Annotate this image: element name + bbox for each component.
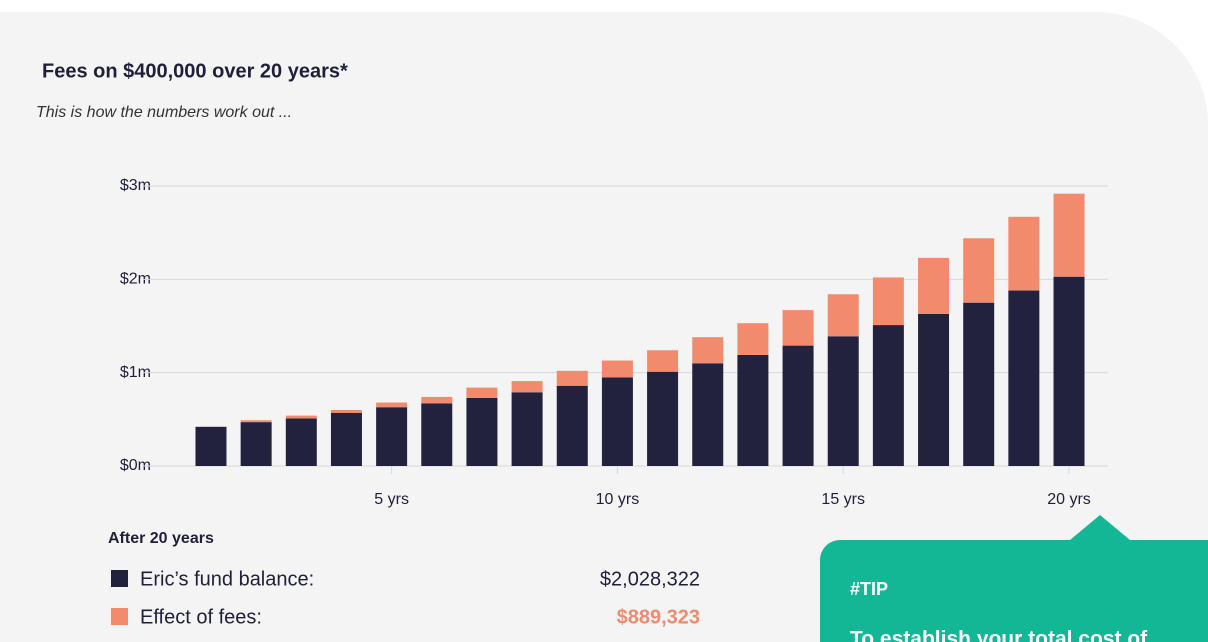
x-tick-label: 10 yrs	[596, 491, 640, 508]
bar-segment	[601, 360, 633, 378]
bar-segment	[1008, 216, 1040, 291]
x-tick-label: 20 yrs	[1047, 491, 1091, 508]
y-tick-label: $1m	[120, 364, 151, 381]
tip-text: To establish your total cost of	[850, 628, 1148, 642]
bar-segment	[285, 418, 317, 466]
summary-heading: After 20 years	[108, 530, 214, 547]
y-tick-label: $0m	[120, 457, 151, 474]
bar-segment	[240, 420, 272, 423]
bar-segment	[737, 323, 769, 355]
bar-segment	[918, 257, 950, 314]
bar-segment	[195, 426, 227, 466]
bar-segment	[556, 385, 588, 466]
bar-segment	[285, 415, 317, 419]
bar-segment	[240, 422, 272, 466]
bar-segment	[421, 403, 453, 466]
bar-segment	[782, 310, 814, 346]
bar-segment	[872, 277, 904, 326]
bar-segment	[827, 294, 859, 337]
bar-segment	[511, 392, 543, 466]
summary-value: $2,028,322	[600, 568, 700, 590]
bar-segment	[330, 412, 362, 466]
y-tick-label: $2m	[120, 271, 151, 288]
bar-segment	[556, 370, 588, 386]
bar-segment	[511, 381, 543, 393]
tip-heading: #TIP	[850, 579, 888, 599]
bar-segment	[1008, 290, 1040, 466]
bar-segment	[647, 350, 679, 372]
bar-segment	[692, 337, 724, 364]
legend-swatch	[111, 608, 128, 625]
bar-segment	[376, 407, 408, 466]
bar-segment	[466, 387, 498, 398]
bar-segment	[330, 410, 362, 413]
bar-segment	[963, 238, 995, 303]
chart-subtitle: This is how the numbers work out ...	[36, 104, 292, 121]
legend-swatch	[111, 570, 128, 587]
x-tick-label: 15 yrs	[821, 491, 865, 508]
chart: $0m $1m $2m $3m 5 yrs 10 yrs 15 yrs 20 yrs	[120, 177, 1108, 508]
y-tick-label: $3m	[120, 177, 151, 194]
bar-segment	[692, 363, 724, 466]
bar-segment	[421, 396, 453, 404]
bar-segment	[963, 302, 995, 466]
bar-segment	[376, 402, 408, 408]
legend-label: Eric’s fund balance:	[140, 568, 314, 590]
bar-segment	[872, 325, 904, 466]
bar-segment	[466, 397, 498, 466]
bar-segment	[1053, 193, 1085, 277]
bar-segment	[601, 377, 633, 466]
bar-segment	[647, 371, 679, 466]
legend-label: Effect of fees:	[140, 606, 262, 628]
summary-value: $889,323	[617, 606, 700, 628]
bar-segment	[782, 345, 814, 466]
tip-box	[820, 515, 1208, 642]
x-tick-label: 5 yrs	[374, 491, 409, 508]
chart-title: Fees on $400,000 over 20 years*	[42, 60, 348, 82]
panel	[0, 12, 1208, 642]
bar-segment	[1053, 276, 1085, 466]
bar-segment	[737, 354, 769, 466]
bar-segment	[918, 313, 950, 466]
bar-segment	[827, 336, 859, 466]
